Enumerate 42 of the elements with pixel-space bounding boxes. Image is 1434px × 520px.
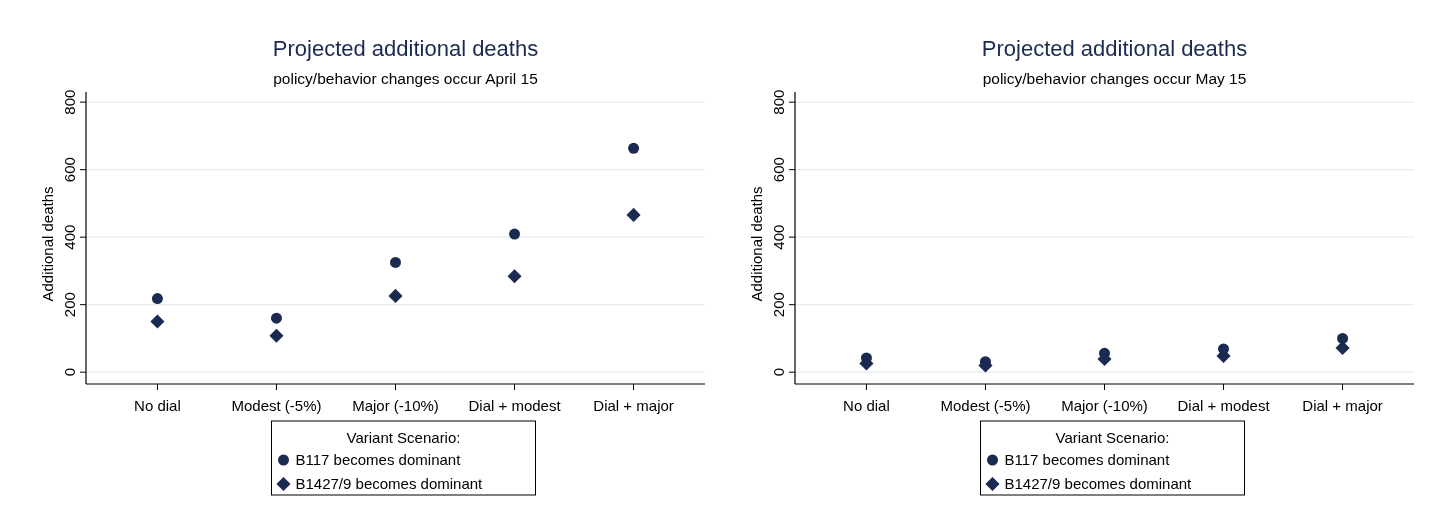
point <box>151 293 163 305</box>
x-tick-label: Major (-10%) <box>1061 397 1148 414</box>
y-tick-label: 800 <box>770 89 787 115</box>
y-tick-label: 200 <box>61 292 78 318</box>
point <box>150 314 165 329</box>
y-axis-title: Additional deaths <box>39 186 56 302</box>
legend-title: Variant Scenario: <box>346 429 461 446</box>
legend-label: B117 becomes dominant <box>295 451 462 468</box>
point <box>507 269 522 284</box>
point <box>626 207 641 222</box>
legend-title: Variant Scenario: <box>1055 429 1170 446</box>
y-tick-label: 600 <box>61 157 78 183</box>
x-tick-label: Modest (-5%) <box>231 397 322 414</box>
x-tick-label: Dial + major <box>1302 397 1383 414</box>
y-tick-label: 800 <box>61 89 78 115</box>
legend-label: B117 becomes dominant <box>1004 451 1171 468</box>
x-tick-label: No dial <box>134 397 181 414</box>
chart-title: Projected additional deaths <box>981 36 1248 61</box>
x-tick-label: Dial + modest <box>468 397 562 414</box>
legend-label: B1427/9 becomes dominant <box>295 475 484 492</box>
chart-subtitle: policy/behavior changes occur April 15 <box>273 70 538 87</box>
point <box>270 312 282 324</box>
y-tick-label: 400 <box>770 224 787 250</box>
point <box>628 142 640 154</box>
point <box>390 256 401 268</box>
y-tick-label: 400 <box>61 224 78 250</box>
x-tick-label: Modest (-5%) <box>940 397 1031 414</box>
y-tick-label: 600 <box>770 157 787 183</box>
x-tick-label: Major (-10%) <box>352 397 439 414</box>
y-tick-label: 200 <box>770 292 787 318</box>
chart-title: Projected additional deaths <box>272 36 539 61</box>
y-tick-label: 0 <box>61 368 78 377</box>
x-tick-label: No dial <box>843 397 890 414</box>
chart-subtitle: policy/behavior changes occur May 15 <box>982 70 1247 87</box>
point <box>388 288 403 303</box>
y-tick-label: 0 <box>770 368 787 377</box>
x-tick-label: Dial + major <box>593 397 674 414</box>
point <box>509 228 521 240</box>
legend-label: B1427/9 becomes dominant <box>1004 475 1193 492</box>
x-tick-label: Dial + modest <box>1177 397 1271 414</box>
y-axis-title: Additional deaths <box>748 186 765 302</box>
point <box>269 328 284 343</box>
